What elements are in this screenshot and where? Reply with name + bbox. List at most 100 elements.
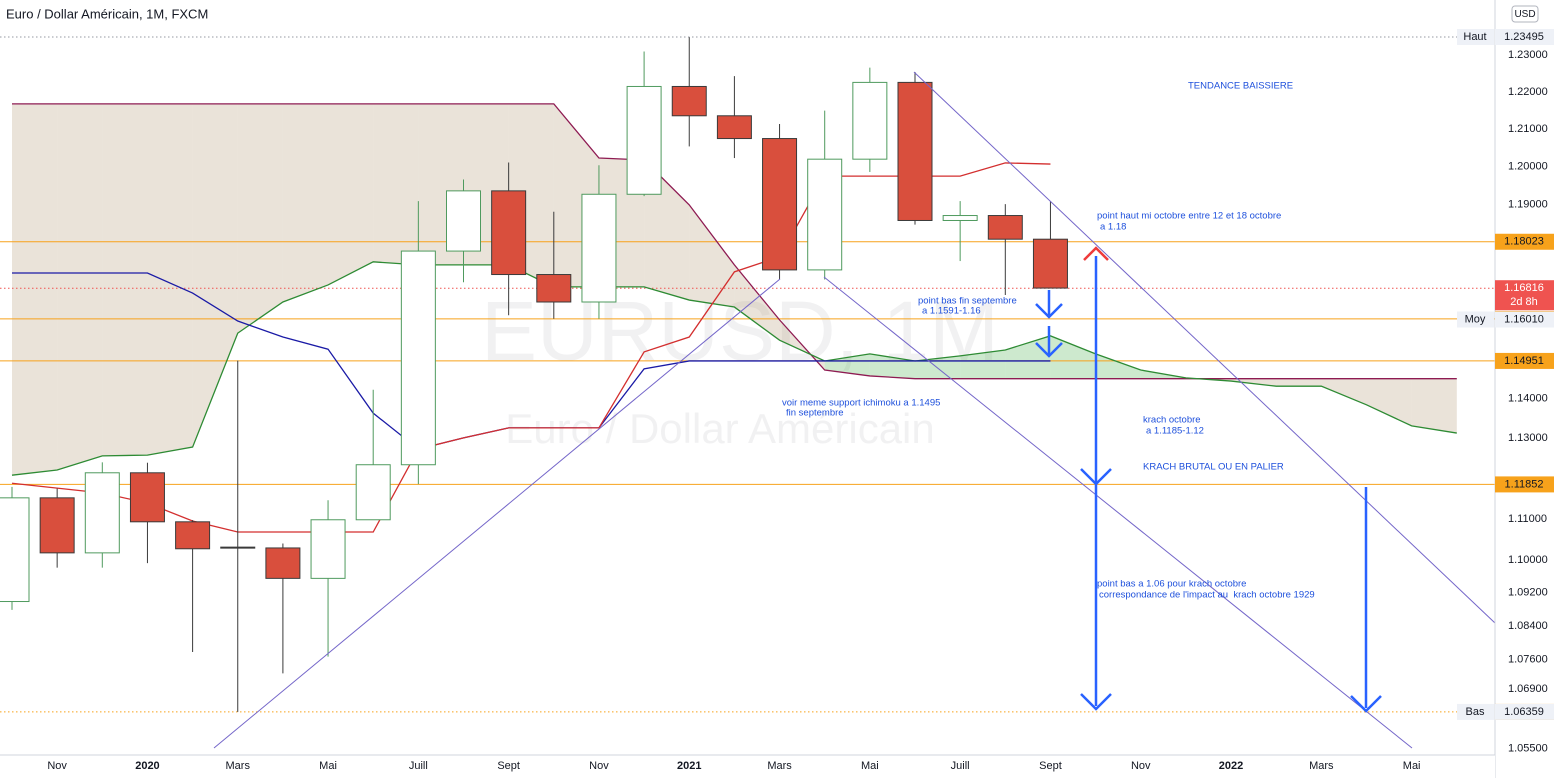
price-tag: Haut — [1463, 31, 1486, 43]
y-tick-label: 1.07600 — [1508, 653, 1548, 665]
candle-body — [400, 250, 436, 466]
arrow-head — [1350, 695, 1382, 713]
cloud-segment — [237, 103, 283, 334]
annotation: TENDANCE BAISSIERE — [1188, 81, 1293, 92]
x-tick-label: Nov — [589, 760, 609, 772]
cloud-segment — [1366, 378, 1412, 426]
price-axis — [1495, 0, 1554, 778]
candle-body — [84, 472, 120, 554]
watermark: Euro / Dollar Américain — [505, 405, 935, 452]
candle-body — [491, 190, 527, 276]
x-tick-label: Mai — [861, 760, 879, 772]
price-label-box — [1495, 233, 1554, 250]
arrow-head — [1083, 246, 1109, 261]
candle-body — [536, 274, 572, 303]
annotation: voir meme support ichimoku a 1.1495 — [782, 398, 940, 409]
candle-body — [987, 215, 1023, 240]
candle-body — [175, 521, 211, 550]
x-tick-label: Nov — [1131, 760, 1151, 772]
candle-body — [671, 85, 707, 117]
x-tick-label: Mars — [1309, 760, 1334, 772]
price-label: 1.14951 — [1504, 355, 1544, 367]
cloud-segment — [328, 103, 374, 285]
x-tick-label: Mars — [226, 760, 251, 772]
price-label-box — [1495, 703, 1554, 720]
cloud-segment — [12, 103, 58, 476]
candle-body — [897, 81, 933, 221]
countdown: 2d 8h — [1510, 296, 1538, 308]
y-tick-label: 1.21000 — [1508, 123, 1548, 135]
y-tick-label: 1.23000 — [1508, 49, 1548, 61]
y-tick-label: 1.19000 — [1508, 198, 1548, 210]
x-tick-label: Juill — [409, 760, 428, 772]
x-tick-label: Nov — [47, 760, 67, 772]
ichimoku-span-a — [11, 261, 1457, 476]
candle-body — [265, 547, 301, 579]
trend-line — [213, 278, 781, 749]
price-label: 1.16010 — [1504, 313, 1544, 325]
x-tick-label: Sept — [497, 760, 520, 772]
candle-body — [807, 158, 843, 271]
annotation: point bas fin septembre — [918, 296, 1017, 307]
y-tick-label: 1.22000 — [1508, 86, 1548, 98]
candle-body — [0, 497, 30, 603]
price-tag-box — [1457, 311, 1494, 328]
price-label-box — [1495, 28, 1554, 45]
price-label: 1.23495 — [1504, 31, 1544, 43]
arrows — [1035, 246, 1382, 713]
x-tick-label: Mai — [319, 760, 337, 772]
cloud-segment — [960, 349, 1006, 379]
chart-title: Euro / Dollar Américain, 1M, FXCM — [6, 6, 208, 21]
currency-box — [1511, 5, 1539, 23]
y-tick-label: 1.09200 — [1508, 587, 1548, 599]
title-bg — [0, 4, 218, 24]
cloud-segment — [869, 353, 915, 379]
candle-body — [220, 546, 256, 549]
candle-body — [446, 190, 481, 252]
price-label-box — [1495, 311, 1554, 328]
cloud-segment — [57, 103, 103, 470]
time-axis — [0, 755, 1495, 778]
trend-line — [913, 71, 1496, 624]
y-tick-label: 1.11000 — [1508, 513, 1547, 525]
annotation: a 1.1185-1.12 — [1146, 426, 1204, 437]
cloud-segment — [282, 103, 329, 302]
price-label-box — [1495, 280, 1554, 311]
x-tick-label: 2021 — [677, 760, 701, 772]
annotation: point bas a 1.06 pour krach octobre — [1097, 579, 1246, 590]
annotation: KRACH BRUTAL OU EN PALIER — [1143, 462, 1284, 473]
annotation: correspondance de l'impact au krach octo… — [1099, 590, 1315, 601]
axes: 1.23000 1.22000 1.21000 1.20000 1.19000 1.140… — [47, 28, 1554, 772]
x-tick-label: Mai — [1403, 760, 1421, 772]
candle-body — [355, 464, 391, 521]
indicator-lines — [11, 103, 1457, 533]
price-label: 1.11852 — [1505, 478, 1544, 490]
candle-body — [129, 472, 165, 523]
arrow-head — [1035, 303, 1063, 319]
annotation: a 1.18 — [1100, 222, 1126, 233]
candle-body — [716, 115, 752, 140]
x-tick-label: Mars — [767, 760, 792, 772]
x-tick-label: Juill — [951, 760, 970, 772]
arrow-head — [1080, 693, 1112, 711]
x-tick-label: Sept — [1039, 760, 1062, 772]
trend-line — [823, 276, 1413, 749]
cloud-segment — [644, 159, 690, 301]
cloud-segment — [734, 264, 780, 341]
currency: USD — [1514, 9, 1535, 20]
price-tag: Moy — [1465, 313, 1486, 325]
price-label-box — [1495, 476, 1554, 493]
cloud-segment — [373, 103, 419, 265]
annotation: fin septembre — [786, 408, 844, 419]
arrow-head — [1035, 342, 1063, 358]
annotation: a 1.1591-1.16 — [922, 306, 981, 317]
candle-body — [942, 215, 978, 221]
trend-lines — [213, 71, 1496, 749]
candle-body — [310, 519, 346, 579]
x-tick-label: 2022 — [1219, 760, 1243, 772]
candle-body — [762, 138, 798, 271]
ichimoku-span-b — [12, 103, 1457, 380]
